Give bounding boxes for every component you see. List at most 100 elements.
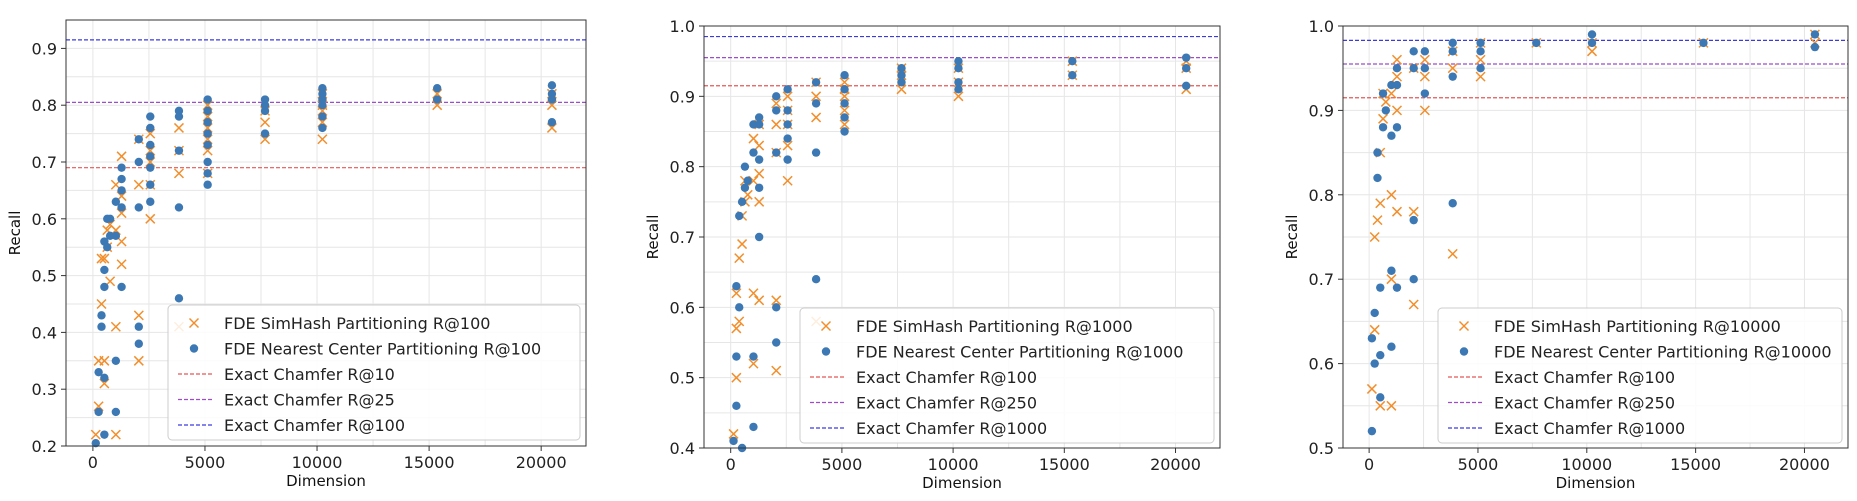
- data-point-x: [731, 372, 742, 383]
- y-tick-label: 0.6: [32, 210, 57, 229]
- series-1: [91, 81, 557, 448]
- data-point-dot: [203, 118, 212, 127]
- data-point-dot: [1476, 63, 1485, 73]
- x-tick-label: 20000: [516, 453, 567, 472]
- data-point-x: [1408, 206, 1419, 217]
- legend-label: Exact Chamfer R@100: [1494, 368, 1675, 387]
- data-point-dot: [203, 129, 212, 138]
- data-point-dot: [1376, 393, 1385, 402]
- data-point-dot: [840, 113, 849, 122]
- data-point-x: [754, 168, 765, 179]
- legend-box: [1437, 307, 1843, 444]
- data-point-dot: [732, 401, 741, 410]
- data-point-dot: [1373, 173, 1382, 183]
- y-tick-label: 1.0: [670, 17, 695, 36]
- data-point-dot: [1376, 283, 1385, 292]
- data-point-dot: [146, 197, 155, 206]
- data-point-dot: [134, 322, 143, 331]
- data-point-dot: [732, 352, 741, 361]
- data-point-dot: [174, 203, 184, 212]
- y-axis-label: Recall: [1283, 215, 1301, 260]
- data-point-dot: [772, 106, 781, 115]
- y-tick-label: 0.7: [1309, 270, 1334, 289]
- data-point-dot: [146, 123, 155, 133]
- y-axis-label: Recall: [644, 215, 662, 260]
- legend-box: [799, 307, 1215, 444]
- data-point-dot: [1068, 56, 1077, 66]
- y-tick-label: 0.7: [670, 228, 695, 247]
- data-point-x: [133, 310, 144, 321]
- y-tick-label: 0.8: [1309, 186, 1334, 205]
- data-point-dot: [1370, 359, 1379, 368]
- data-point-x: [734, 253, 745, 264]
- plot-frame: [65, 19, 587, 447]
- data-point-dot: [1378, 89, 1388, 98]
- data-point-dot: [1387, 266, 1396, 275]
- data-point-x: [782, 140, 793, 151]
- data-point-dot: [740, 183, 750, 192]
- data-point-dot: [260, 129, 270, 138]
- data-point-dot: [1068, 71, 1077, 80]
- data-point-x: [1391, 54, 1403, 65]
- data-point-x: [771, 98, 782, 109]
- data-point-dot: [1181, 63, 1191, 73]
- data-point-dot: [146, 180, 155, 189]
- data-point-x: [173, 168, 184, 179]
- data-point-x: [1391, 206, 1403, 217]
- data-point-dot: [134, 157, 143, 167]
- data-point-dot: [811, 78, 821, 87]
- data-point-dot: [954, 85, 963, 94]
- legend-label: FDE Nearest Center Partitioning R@100: [224, 340, 541, 359]
- x-tick-label: 5000: [1458, 455, 1499, 474]
- data-point-x: [1375, 400, 1386, 411]
- data-point-dot: [754, 232, 764, 242]
- data-point-dot: [260, 95, 270, 104]
- data-point-dot: [840, 71, 849, 80]
- legend: FDE SimHash Partitioning R@100 FDE Neares…: [167, 304, 581, 441]
- data-point-dot: [203, 140, 212, 150]
- data-point-x: [731, 288, 742, 299]
- data-point-dot: [1699, 38, 1708, 48]
- data-point-dot: [754, 155, 764, 164]
- data-point-x: [260, 117, 271, 128]
- data-point-dot: [105, 214, 115, 223]
- data-point-dot: [1387, 131, 1396, 140]
- data-point-dot: [318, 112, 327, 121]
- data-point-x: [99, 253, 110, 264]
- data-point-x: [1378, 113, 1389, 124]
- data-point-dot: [146, 152, 155, 161]
- data-point-dot: [1448, 47, 1457, 56]
- data-point-dot: [146, 112, 155, 121]
- data-point-dot: [743, 176, 752, 185]
- data-point-dot: [1409, 275, 1418, 284]
- data-point-dot: [772, 303, 781, 312]
- data-point-x: [1408, 299, 1419, 310]
- data-point-x: [96, 253, 107, 264]
- data-point-x: [133, 355, 144, 366]
- data-point-x: [748, 133, 759, 144]
- data-point-x: [748, 358, 759, 369]
- data-point-dot: [111, 231, 121, 241]
- series-1: [1367, 30, 1820, 436]
- data-point-x: [1447, 248, 1458, 259]
- data-point-dot: [203, 169, 212, 178]
- data-point-dot: [1420, 89, 1430, 98]
- data-point-dot: [735, 303, 744, 312]
- data-point-x: [953, 91, 964, 102]
- legend-label: Exact Chamfer R@1000: [1494, 419, 1685, 438]
- data-point-dot: [732, 282, 741, 291]
- data-point-x: [1419, 71, 1430, 82]
- data-point-dot: [111, 407, 121, 417]
- data-point-dot: [783, 85, 792, 94]
- data-point-dot: [897, 63, 906, 73]
- x-axis-label: Dimension: [286, 472, 366, 490]
- x-tick-label: 15000: [1039, 455, 1090, 474]
- data-point-dot: [1387, 342, 1396, 351]
- data-point-x: [1447, 63, 1458, 74]
- data-point-dot: [772, 338, 781, 347]
- data-point-dot: [134, 135, 143, 144]
- data-point-x: [771, 365, 782, 376]
- legend-label: FDE SimHash Partitioning R@10000: [1494, 317, 1781, 336]
- data-point-x: [96, 298, 107, 310]
